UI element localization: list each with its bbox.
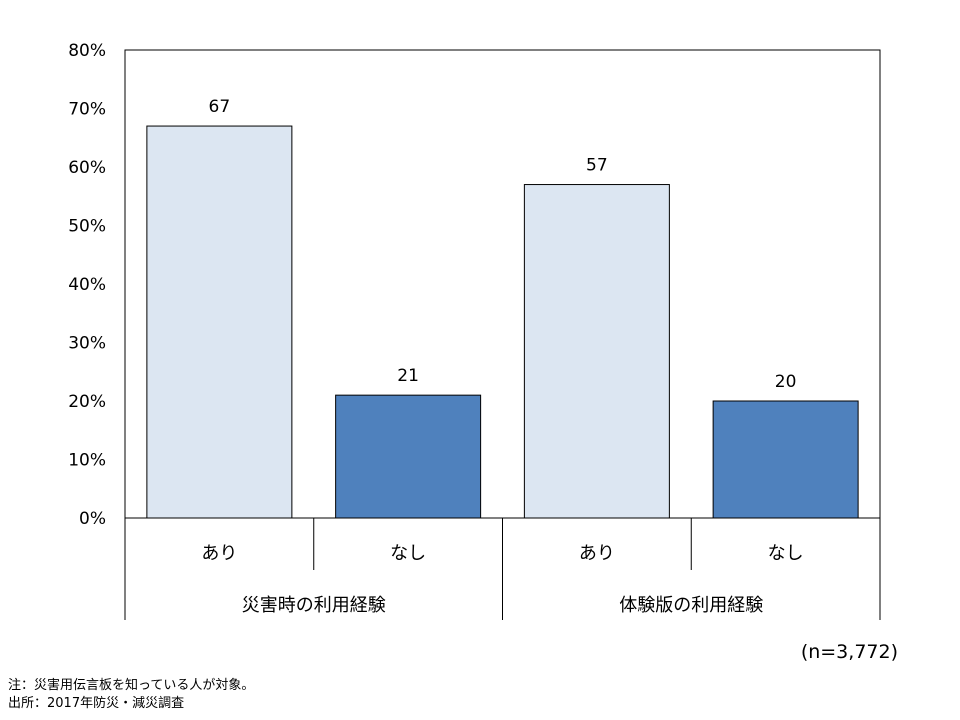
y-tick-label: 10% bbox=[68, 451, 106, 471]
category-axis bbox=[124, 518, 881, 620]
y-axis: 0% 10% 20% 30% 40% 50% 60% 70% 80% bbox=[68, 41, 106, 529]
y-tick-label: 70% bbox=[68, 100, 106, 120]
category-label: なし bbox=[768, 543, 804, 564]
data-label: 21 bbox=[397, 366, 419, 386]
bars bbox=[146, 125, 859, 519]
y-tick-label: 60% bbox=[68, 158, 106, 178]
y-tick-label: 20% bbox=[68, 392, 106, 412]
y-tick-label: 0% bbox=[79, 509, 106, 529]
source-note: 出所：2017年防災・減災調査 bbox=[8, 696, 185, 711]
y-tick-label: 40% bbox=[68, 275, 106, 295]
bar bbox=[712, 400, 859, 519]
data-label: 67 bbox=[209, 97, 231, 117]
data-label: 57 bbox=[586, 156, 608, 176]
data-label: 20 bbox=[775, 372, 797, 392]
category-label: なし bbox=[390, 543, 426, 564]
footnote: 注：災害用伝言板を知っている人が対象。 bbox=[8, 678, 255, 693]
y-tick-label: 50% bbox=[68, 217, 106, 237]
bar bbox=[335, 394, 482, 519]
data-labels: 67 21 57 20 bbox=[209, 97, 797, 392]
group-label: 体験版の利用経験 bbox=[619, 595, 763, 616]
sample-size-label: (n=3,772) bbox=[800, 641, 898, 663]
y-tick-label: 30% bbox=[68, 334, 106, 354]
group-label: 災害時の利用経験 bbox=[242, 595, 386, 616]
bar bbox=[146, 125, 293, 519]
bar bbox=[523, 184, 670, 519]
category-label: あり bbox=[579, 543, 615, 564]
y-tick-label: 80% bbox=[68, 41, 106, 61]
category-label: あり bbox=[201, 543, 237, 564]
